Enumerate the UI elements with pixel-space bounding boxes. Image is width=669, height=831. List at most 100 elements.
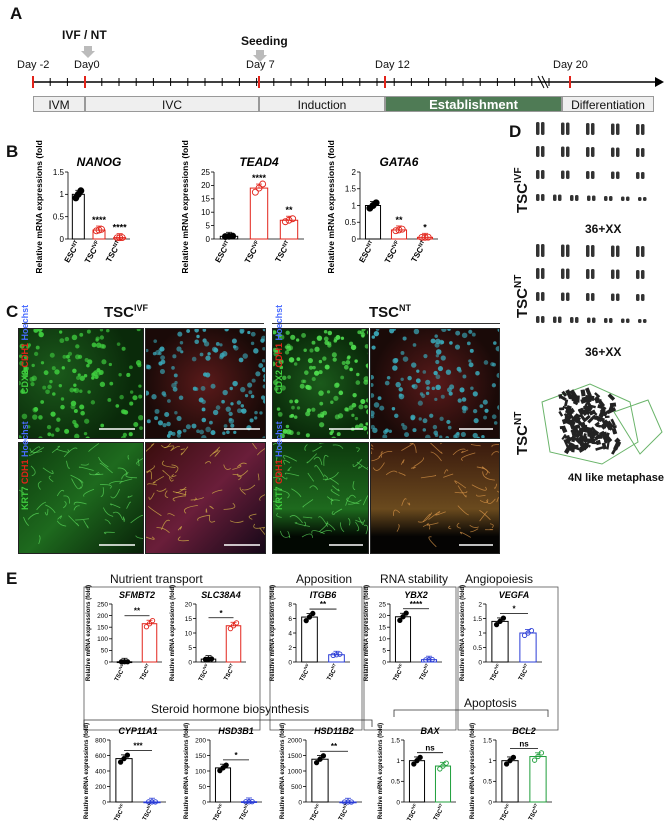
chromosome bbox=[611, 245, 615, 257]
cell-border bbox=[352, 459, 363, 468]
nucleus-dot bbox=[319, 401, 324, 406]
nucleus-dot bbox=[305, 433, 310, 438]
data-point bbox=[230, 623, 237, 629]
metaphase-chromosome bbox=[577, 437, 586, 448]
cell-border bbox=[362, 494, 368, 506]
nucleus-dot bbox=[32, 414, 38, 420]
cell-border bbox=[470, 528, 479, 533]
y-tick-label: 5 bbox=[382, 648, 386, 655]
cell-border bbox=[311, 530, 325, 535]
nucleus-dot bbox=[30, 381, 35, 387]
nucleus-dot bbox=[96, 342, 102, 348]
nucleus-dot bbox=[433, 430, 439, 436]
y-tick-label: 25 bbox=[379, 601, 387, 608]
chromosome bbox=[616, 245, 620, 257]
metaphase-chromosome bbox=[577, 409, 583, 416]
data-point bbox=[98, 225, 105, 233]
nucleus-dot bbox=[453, 438, 457, 439]
nucleus-dot bbox=[358, 423, 364, 428]
y-axis-label: Relative mRNA expressions (fold) bbox=[184, 723, 190, 819]
metaphase-chromosome bbox=[564, 434, 570, 439]
data-point bbox=[310, 610, 316, 617]
nucleus-dot bbox=[371, 393, 375, 398]
y-tick-label: 15 bbox=[201, 195, 210, 204]
nucleus-dot bbox=[219, 343, 223, 347]
nucleus-dot bbox=[336, 432, 341, 437]
nucleus-dot bbox=[172, 354, 177, 359]
nucleus-dot bbox=[430, 338, 436, 344]
metaphase-chromosome bbox=[614, 437, 621, 444]
nucleus-dot bbox=[437, 366, 444, 372]
nucleus-dot bbox=[99, 381, 106, 388]
nucleus-dot bbox=[301, 333, 306, 338]
chromosome bbox=[616, 293, 620, 301]
nucleus-dot bbox=[458, 369, 462, 373]
nucleus-dot bbox=[20, 389, 26, 395]
cell-border bbox=[479, 510, 488, 522]
category-label: TSCIVF bbox=[307, 802, 324, 823]
data-point bbox=[208, 656, 215, 662]
cell-border bbox=[146, 536, 155, 540]
cell-border bbox=[355, 519, 366, 523]
panel-b-letter: B bbox=[6, 142, 19, 161]
cell-border bbox=[276, 512, 282, 518]
nucleus-dot bbox=[434, 397, 438, 401]
y-tick-label: 0 bbox=[202, 799, 206, 806]
cell-border bbox=[318, 516, 329, 527]
nucleus-dot bbox=[238, 357, 244, 363]
nucleus-dot bbox=[73, 409, 78, 414]
nucleus-dot bbox=[96, 370, 102, 376]
cell-border bbox=[372, 462, 385, 471]
chromosome bbox=[541, 244, 545, 257]
nucleus-dot bbox=[207, 352, 211, 356]
metaphase-chromosome bbox=[568, 418, 576, 424]
chart-title: VEGFA bbox=[499, 590, 530, 600]
nucleus-dot bbox=[99, 335, 105, 340]
cell-border bbox=[278, 472, 288, 480]
nucleus-dot bbox=[435, 354, 439, 358]
nucleus-dot bbox=[154, 408, 160, 414]
significance-label: ns bbox=[519, 740, 529, 749]
metaphase-chromosome bbox=[570, 426, 578, 434]
y-tick-label: 0.5 bbox=[53, 212, 65, 221]
cell-border bbox=[117, 467, 128, 475]
nucleus-dot bbox=[319, 422, 325, 428]
chart-title: SLC38A4 bbox=[201, 590, 241, 600]
nucleus-dot bbox=[348, 405, 354, 411]
data-point bbox=[116, 234, 124, 242]
nucleus-dot bbox=[84, 418, 90, 424]
chart-cyp11a1: CYP11A1 Relative mRNA expressions (fold) 0… bbox=[84, 723, 166, 823]
data-point bbox=[285, 216, 293, 224]
cell-border bbox=[180, 448, 185, 451]
nucleus-dot bbox=[263, 378, 265, 382]
nucleus-dot bbox=[401, 423, 405, 427]
cell-border bbox=[476, 466, 488, 476]
nucleus-dot bbox=[213, 347, 219, 353]
nucleus-dot bbox=[201, 417, 207, 423]
metaphase-chromosome bbox=[578, 435, 588, 444]
nucleus-dot bbox=[435, 384, 441, 391]
metaphase-nt-label: TSCNT bbox=[513, 411, 531, 455]
karyotype-ivf-label: TSCIVF bbox=[513, 167, 531, 213]
data-point bbox=[124, 752, 131, 758]
nucleus-dot bbox=[303, 348, 307, 352]
nucleus-dot bbox=[51, 366, 56, 371]
category-label: TSCIVF bbox=[497, 802, 514, 823]
nucleus-dot bbox=[225, 406, 231, 412]
nucleus-dot bbox=[329, 431, 333, 436]
cell-border bbox=[452, 448, 466, 456]
cell-border bbox=[45, 504, 56, 514]
nucleus-dot bbox=[129, 401, 134, 406]
panel-b-charts: NANOG Relative mRNA expressions (fold) 0 0.… bbox=[34, 140, 438, 274]
nucleus-dot bbox=[52, 392, 56, 396]
cell-border bbox=[78, 466, 94, 471]
nucleus-dot bbox=[273, 361, 276, 367]
cell-border bbox=[263, 527, 265, 530]
nucleus-dot bbox=[305, 384, 311, 390]
cell-border bbox=[301, 533, 314, 538]
chart-title: HSD3B1 bbox=[218, 726, 254, 736]
chromosome bbox=[536, 244, 540, 257]
nucleus-dot bbox=[240, 404, 245, 408]
nucleus-dot bbox=[346, 356, 351, 360]
category-label: ESCNT bbox=[213, 239, 233, 264]
